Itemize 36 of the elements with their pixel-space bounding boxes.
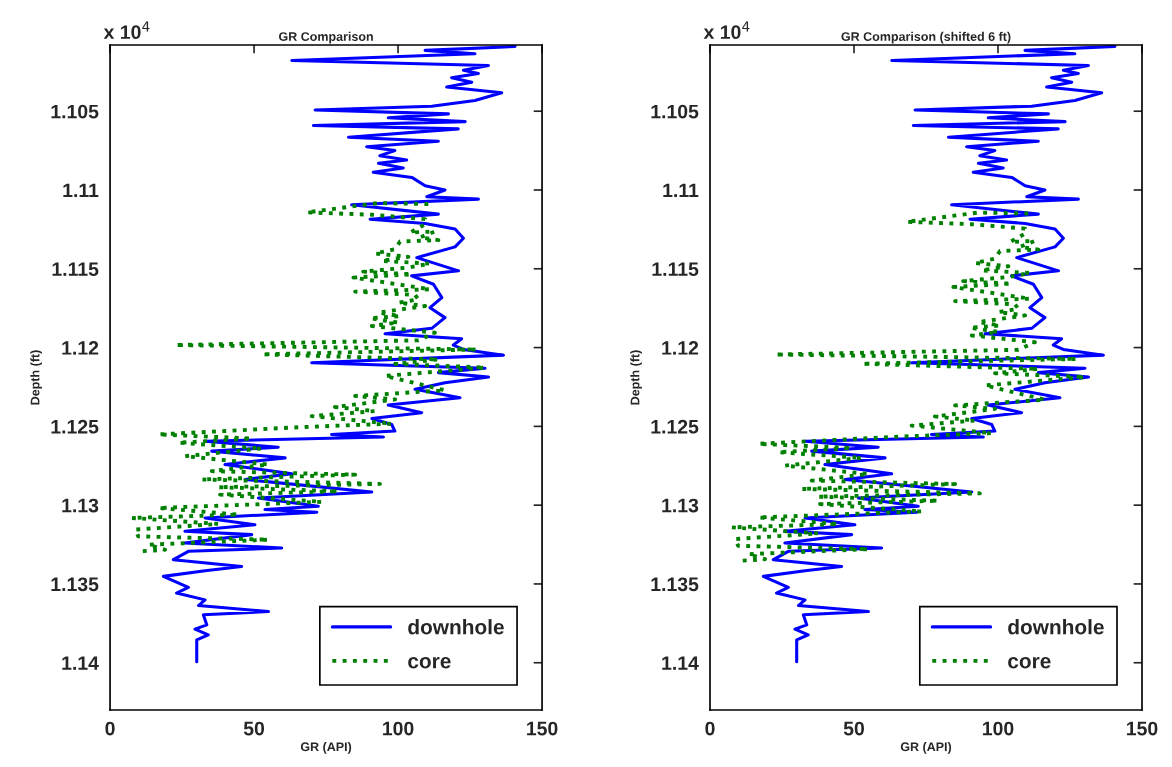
legend-label: core <box>408 656 451 669</box>
y-tick-label: 1.125 <box>651 419 699 434</box>
y-tick-label: 1.105 <box>651 104 699 119</box>
y-axis-title: Depth (ft) <box>30 350 42 405</box>
x-axis-title: GR (API) <box>300 742 352 754</box>
x-tick-label: 150 <box>527 721 558 736</box>
legend-label: downhole <box>408 619 504 635</box>
x-tick-label: 100 <box>983 721 1014 736</box>
y-tick-label: 1.12 <box>662 341 699 355</box>
x-tick-label: 50 <box>243 721 265 736</box>
legend-label: core <box>1008 656 1051 669</box>
chart-title: GR Comparison (shifted 6 ft) <box>841 31 1011 44</box>
y-tick-label: 1.115 <box>52 262 99 277</box>
y-tick-label: 1.14 <box>62 656 99 670</box>
y-tick-label: 1.105 <box>51 104 99 119</box>
x-tick-label: 150 <box>1127 721 1158 736</box>
y-tick-label: 1.125 <box>51 419 99 434</box>
chart-title: GR Comparison <box>278 31 373 44</box>
y-axis-title: Depth (ft) <box>630 350 642 405</box>
y-tick-label: 1.12 <box>62 341 99 355</box>
y-tick-label: 1.14 <box>662 656 699 670</box>
y-tick-label: 1.135 <box>51 577 99 592</box>
x-tick-label: 0 <box>705 721 715 736</box>
y-tick-label: 1.13 <box>62 498 99 513</box>
y-tick-label: 1.11 <box>63 183 99 198</box>
legend-label: downhole <box>1008 619 1104 635</box>
y-tick-label: 1.13 <box>662 498 699 513</box>
y-tick-label: 1.115 <box>652 262 699 277</box>
y-tick-label: 1.11 <box>663 183 699 198</box>
x-tick-label: 50 <box>843 721 865 736</box>
text: x 10$^{4}$ <box>703 21 750 40</box>
x-tick-label: 0 <box>105 721 115 736</box>
y-tick-label: 1.135 <box>651 577 699 592</box>
x-tick-label: 100 <box>383 721 414 736</box>
x-axis-title: GR (API) <box>900 742 952 754</box>
text: x 10$^{4}$ <box>103 21 150 40</box>
